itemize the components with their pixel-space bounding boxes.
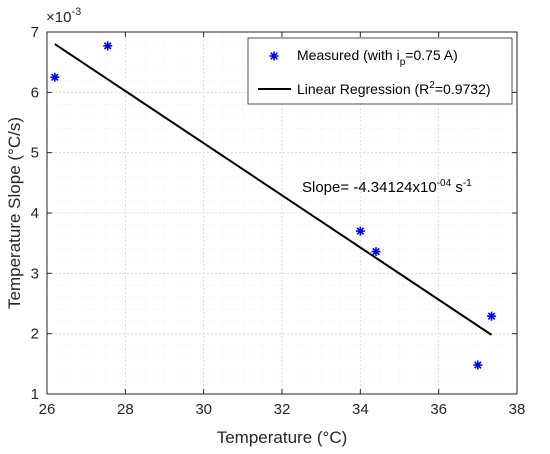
x-tick-label: 36 (430, 401, 447, 418)
x-tick-label: 32 (274, 401, 291, 418)
y-tick-label: 7 (31, 24, 39, 41)
y-tick-label: 6 (31, 84, 39, 101)
axis-ticks (46, 31, 518, 395)
x-tick-label: 34 (352, 401, 369, 418)
data-point (371, 247, 381, 257)
data-point (473, 360, 483, 370)
y-tick-label: 2 (31, 326, 39, 343)
series-layer (50, 41, 497, 370)
x-tick-label: 38 (509, 401, 526, 418)
legend: Measured (with ip=0.75 A) Linear Regress… (247, 37, 513, 105)
y-axis-label: Temperature Slope (°C/s) (5, 117, 24, 309)
y-multiplier-label: ×10-3 (46, 6, 81, 26)
x-axis-label: Temperature (°C) (217, 428, 348, 447)
data-point (355, 226, 365, 236)
legend-box (247, 37, 513, 105)
x-tick-label: 28 (117, 401, 134, 418)
y-tick-label: 3 (31, 265, 39, 282)
x-tick-label: 26 (39, 401, 56, 418)
x-tick-label: 30 (195, 401, 212, 418)
regression-line (54, 43, 493, 336)
data-point (103, 41, 113, 51)
legend-marker-measured (269, 51, 279, 61)
data-point (487, 311, 497, 321)
legend-marker-glyph (269, 51, 279, 61)
slope-annotation: Slope= -4.34124x10-04 s-1 (302, 178, 472, 196)
y-tick-label: 1 (31, 386, 39, 403)
data-point (50, 72, 60, 82)
legend-entry-regression: Linear Regression (R2=0.9732) (297, 80, 491, 97)
y-tick-label: 4 (31, 205, 39, 222)
y-tick-label: 5 (31, 145, 39, 162)
legend-entry-measured: Measured (with ip=0.75 A) (297, 47, 458, 68)
